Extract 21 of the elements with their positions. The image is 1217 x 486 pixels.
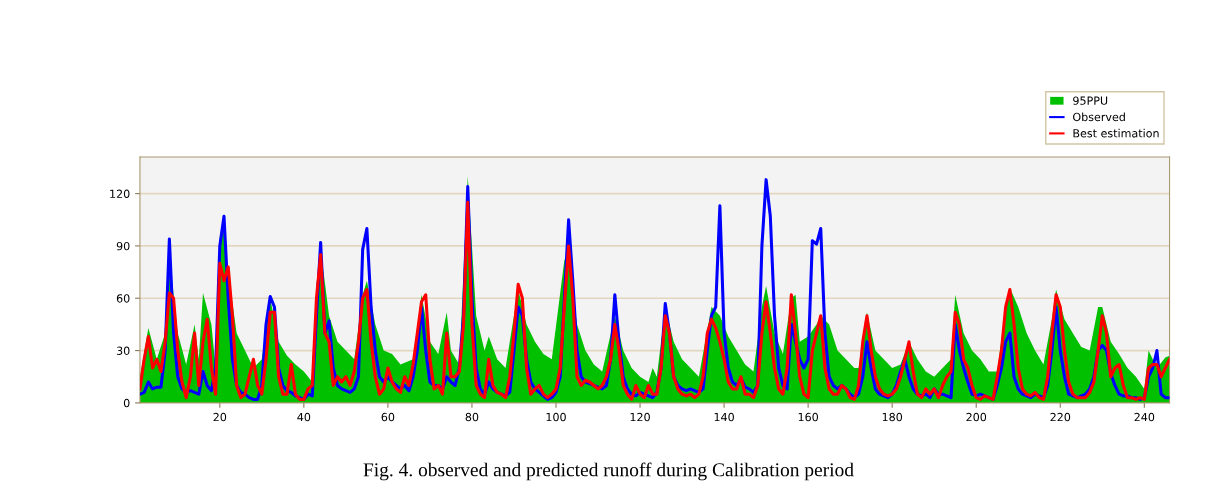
y-tick-label: 30 xyxy=(116,346,130,355)
y-tick-label: 0 xyxy=(123,398,130,408)
x-tick-label: 200 xyxy=(966,412,987,422)
x-tick-label: 20 xyxy=(213,412,227,422)
x-tick-label: 160 xyxy=(798,412,818,422)
x-tick-label: 60 xyxy=(381,412,395,422)
y-tick-label: 120 xyxy=(110,189,130,198)
x-tick-label: 80 xyxy=(465,412,479,422)
legend-label: Best estimation xyxy=(1073,128,1159,138)
x-tick-label: 40 xyxy=(297,412,311,422)
x-tick-label: 240 xyxy=(1134,412,1155,422)
x-tick-label: 100 xyxy=(546,412,566,422)
legend-label: 95PPU xyxy=(1073,96,1108,105)
y-tick-label: 90 xyxy=(116,241,130,251)
x-tick-label: 180 xyxy=(882,412,903,422)
x-tick-label: 140 xyxy=(714,412,734,422)
legend-label: Observed xyxy=(1073,112,1125,122)
x-tick-label: 120 xyxy=(630,412,650,422)
y-tick-label: 60 xyxy=(116,294,130,303)
caption: Fig. 4. observed and predicted runoff during Calibration period xyxy=(363,462,854,481)
x-tick-label: 220 xyxy=(1050,412,1071,422)
